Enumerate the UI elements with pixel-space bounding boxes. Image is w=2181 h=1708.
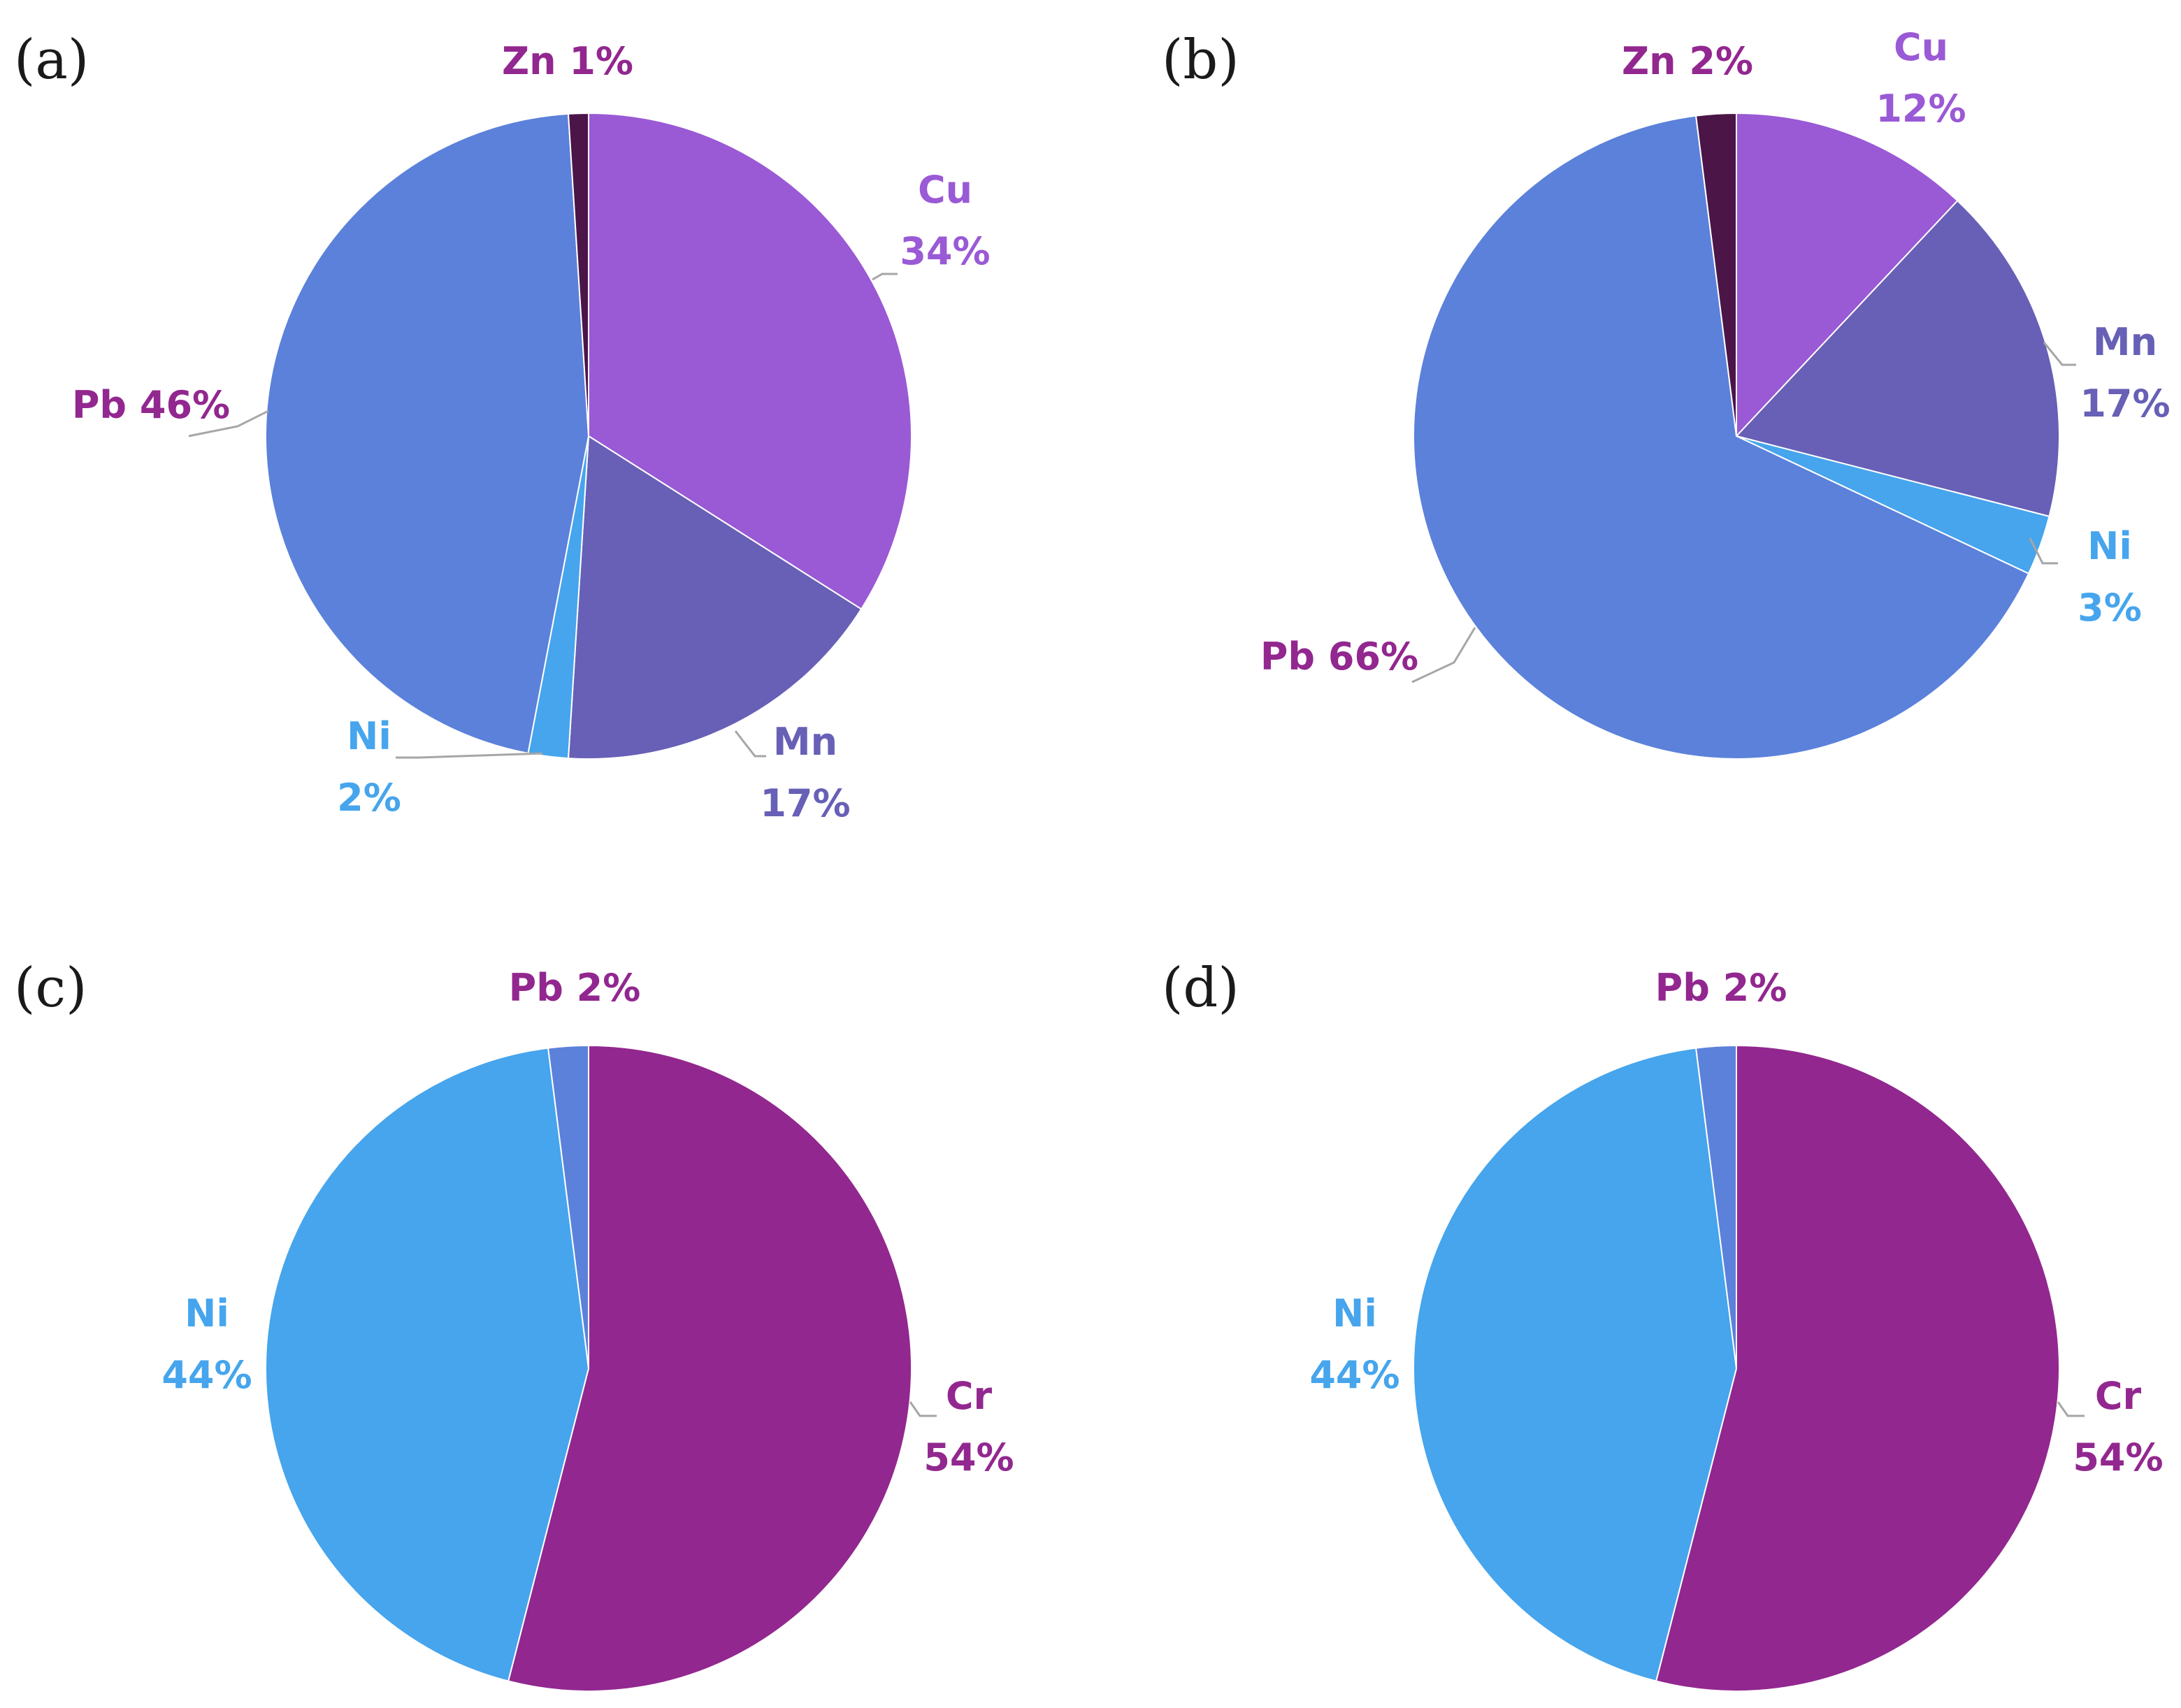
pie-slice-pb — [547, 1044, 589, 1369]
pie-slice-cu — [588, 112, 912, 610]
data-label-ni: Ni 44% — [161, 1291, 252, 1397]
leader-line-mn — [734, 730, 766, 758]
data-label-line: Ni — [2087, 524, 2132, 568]
data-label-line: 44% — [1309, 1353, 1399, 1397]
leader-line-pb — [1411, 627, 1476, 683]
pie-slice-cr — [1655, 1044, 2060, 1692]
pie-slices-b — [1413, 112, 2060, 760]
leader-line-cr — [909, 1401, 937, 1417]
data-label-pb: Pb 66% — [1260, 635, 1418, 679]
pie-labels-a: Cu 34% Mn 17% Ni 2% Pb 46% Zn 1% — [72, 39, 991, 825]
panel-label-d: (d) — [1162, 957, 1239, 1020]
data-label-line: Pb 46% — [72, 383, 230, 427]
pie-panel-a: (a) Cu 34% Mn 17% Ni 2% Pb 46% Zn 1% — [14, 29, 991, 825]
data-label-line: Cu — [1894, 25, 1948, 69]
leader-line-pb — [188, 410, 269, 437]
data-label-line: Cr — [2095, 1374, 2142, 1418]
data-label-line: Pb 2% — [509, 966, 641, 1010]
data-label-cr: Cr 54% — [923, 1374, 1014, 1479]
leader-line-cu — [872, 273, 898, 281]
data-label-line: 12% — [1876, 87, 1966, 131]
data-label-line: 34% — [900, 229, 990, 273]
pie-labels-b: Cu 12% Mn 17% Ni 3% Pb 66% Zn 2% — [1260, 25, 2171, 683]
pie-slice-pb — [1413, 115, 2030, 760]
pie-slices-a — [264, 112, 912, 760]
data-label-line: Cr — [946, 1374, 993, 1418]
leader-line-cr — [2057, 1401, 2085, 1417]
data-label-line: 17% — [760, 781, 850, 825]
data-label-cu: Cu 34% — [900, 168, 990, 273]
pie-panel-c: (c) Cr 54% Ni 44% Pb 2% — [14, 957, 1014, 1692]
data-label-line: Pb 66% — [1260, 635, 1418, 679]
leader-line-mn — [2043, 342, 2076, 366]
pie-slice-ni — [1413, 1047, 1738, 1682]
data-label-ni: Ni 3% — [2078, 524, 2142, 630]
data-label-line: Mn — [773, 720, 837, 764]
data-label-pb: Pb 2% — [1655, 966, 1787, 1010]
data-label-line: Pb 2% — [1655, 966, 1787, 1010]
pie-slices-d — [1413, 1044, 2060, 1692]
data-label-pb: Pb 46% — [72, 383, 230, 427]
pie-slice-zn — [567, 112, 589, 437]
data-label-zn: Zn 1% — [502, 39, 633, 83]
data-label-zn: Zn 2% — [1622, 39, 1753, 83]
data-label-ni: Ni 44% — [1309, 1291, 1399, 1397]
data-label-line: Zn 2% — [1622, 39, 1753, 83]
pie-labels-d: Cr 54% Ni 44% Pb 2% — [1309, 966, 2163, 1479]
panel-label-c: (c) — [14, 957, 87, 1020]
pie-labels-c: Cr 54% Ni 44% Pb 2% — [161, 966, 1014, 1479]
pie-slice-pb — [1694, 1044, 1737, 1369]
data-label-line: 17% — [2080, 382, 2170, 426]
pie-slice-ni — [265, 1047, 590, 1682]
pie-panel-b: (b) Cu 12% Mn 17% Ni 3% Pb 66% Zn 2% — [1162, 25, 2171, 760]
data-label-cu: Cu 12% — [1876, 25, 1966, 131]
data-label-cr: Cr 54% — [2073, 1374, 2163, 1479]
pie-panel-d: (d) Cr 54% Ni 44% Pb 2% — [1162, 957, 2164, 1692]
data-label-line: Cu — [918, 168, 972, 212]
data-label-line: 2% — [337, 776, 401, 820]
data-label-line: Ni — [1332, 1291, 1377, 1336]
pie-slices-c — [265, 1044, 912, 1692]
data-label-line: Zn 1% — [502, 39, 633, 83]
data-label-line: 54% — [923, 1435, 1014, 1479]
data-label-pb: Pb 2% — [509, 966, 641, 1010]
data-label-line: Ni — [185, 1291, 229, 1336]
data-label-line: Ni — [347, 714, 391, 758]
pie-slice-zn — [1694, 112, 1737, 437]
pie-slice-pb — [264, 113, 590, 754]
data-label-mn: Mn 17% — [760, 720, 850, 825]
leader-line-ni — [396, 752, 543, 759]
pie-slice-cr — [507, 1044, 912, 1692]
data-label-line: 3% — [2078, 586, 2142, 630]
data-label-mn: Mn 17% — [2080, 320, 2170, 426]
data-label-line: 54% — [2073, 1435, 2163, 1479]
data-label-line: 44% — [161, 1353, 252, 1397]
panel-label-b: (b) — [1162, 29, 1239, 92]
leader-line-ni — [2029, 537, 2058, 565]
data-label-ni: Ni 2% — [337, 714, 401, 820]
panel-label-a: (a) — [14, 29, 89, 92]
pie-slice-mn — [567, 435, 863, 760]
pie-slice-cu — [1736, 112, 1959, 438]
data-label-line: Mn — [2093, 320, 2157, 364]
